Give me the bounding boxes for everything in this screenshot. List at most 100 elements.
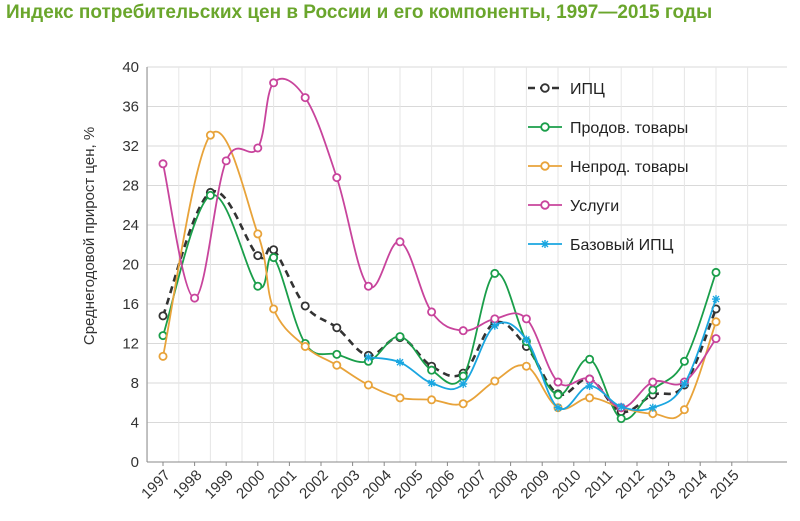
data-point — [679, 356, 689, 366]
data-point — [253, 281, 263, 291]
data-point — [158, 351, 168, 361]
x-tick-label: 2001 — [265, 467, 301, 503]
data-point — [711, 267, 721, 277]
y-tick-label: 24 — [122, 217, 139, 234]
series-5 — [364, 295, 720, 412]
x-tick-label: 2008 — [486, 467, 522, 503]
data-point — [300, 301, 310, 311]
legend-marker — [540, 161, 550, 171]
data-point — [300, 93, 310, 103]
data-point — [395, 332, 405, 342]
x-tick-label: 1997 — [138, 467, 174, 503]
data-point — [205, 130, 215, 140]
x-tick-label: 2003 — [328, 467, 364, 503]
data-point — [427, 379, 436, 387]
chart-title: Индекс потребительских цен в России и ег… — [6, 2, 713, 23]
data-point — [332, 323, 342, 333]
x-tick-label: 2002 — [296, 467, 332, 503]
data-point — [490, 321, 499, 330]
data-point — [269, 245, 279, 255]
data-point — [269, 304, 279, 314]
legend-label: ИПЦ — [570, 81, 605, 98]
y-tick-label: 12 — [122, 336, 139, 353]
data-point — [364, 353, 373, 362]
legend-label: Непрод. товары — [570, 159, 688, 176]
data-point — [585, 381, 594, 390]
data-point — [490, 376, 500, 386]
legend-label: Продов. товары — [570, 120, 688, 137]
data-point — [711, 317, 721, 327]
data-point — [363, 380, 373, 390]
data-point — [490, 314, 500, 324]
data-point — [458, 371, 468, 381]
data-point — [648, 385, 658, 395]
x-tick-label: 2009 — [517, 467, 553, 503]
data-point — [221, 156, 231, 166]
legend-marker — [540, 83, 550, 93]
x-tick-label: 1999 — [201, 467, 237, 503]
data-point — [616, 414, 626, 424]
y-tick-label: 20 — [122, 257, 139, 274]
data-point — [332, 173, 342, 183]
x-tick-label: 2015 — [707, 467, 743, 503]
legend-item: Базовый ИПЦ — [528, 237, 674, 254]
data-point — [395, 393, 405, 403]
data-point — [522, 335, 531, 344]
x-tick-label: 1998 — [170, 467, 206, 503]
data-point — [680, 379, 689, 388]
data-point — [585, 354, 595, 364]
series-2 — [158, 190, 721, 424]
data-point — [553, 377, 563, 387]
legend-label: Услуги — [570, 198, 619, 215]
legend-item: Непрод. товары — [528, 159, 688, 176]
data-point — [711, 334, 721, 344]
data-point — [300, 341, 310, 351]
legend-label: Базовый ИПЦ — [570, 237, 674, 254]
legend-item: Услуги — [528, 198, 619, 215]
x-tick-label: 2000 — [233, 467, 269, 503]
data-point — [396, 358, 404, 367]
x-tick-label: 2004 — [359, 467, 395, 503]
data-point — [490, 268, 500, 278]
data-point — [427, 307, 437, 317]
legend-marker — [540, 200, 550, 210]
data-point — [395, 237, 405, 247]
data-point — [617, 402, 626, 411]
y-tick-label: 0 — [131, 454, 139, 471]
x-tick-label: 2007 — [454, 467, 490, 503]
x-tick-label: 2011 — [581, 467, 616, 502]
x-tick-label: 2012 — [612, 467, 648, 503]
data-point — [253, 143, 263, 153]
x-tick-label: 2005 — [391, 467, 427, 503]
data-point — [427, 395, 437, 405]
data-point — [459, 379, 468, 388]
series-line — [161, 189, 718, 414]
data-point — [554, 403, 562, 412]
data-point — [190, 293, 200, 303]
y-tick-label: 4 — [131, 415, 139, 432]
data-point — [253, 251, 263, 261]
data-point — [458, 399, 468, 409]
x-tick-label: 2006 — [423, 467, 459, 503]
data-point — [585, 374, 595, 384]
data-point — [269, 78, 279, 88]
legend-item: Продов. товары — [528, 120, 688, 137]
x-tick-label: 2014 — [675, 467, 711, 503]
data-point — [585, 393, 595, 403]
data-point — [712, 295, 720, 304]
series-1 — [158, 187, 721, 417]
y-tick-label: 36 — [122, 99, 139, 116]
legend-marker — [540, 122, 550, 132]
y-tick-label: 16 — [122, 296, 139, 313]
data-point — [679, 405, 689, 415]
legend: ИПЦ Продов. товары Непрод. товары Услуги Баз… — [528, 81, 688, 254]
y-tick-label: 8 — [131, 375, 139, 392]
data-point — [648, 403, 657, 412]
data-point — [648, 377, 658, 387]
data-point — [253, 229, 263, 239]
data-point — [158, 159, 168, 169]
data-point — [205, 190, 215, 200]
data-point — [332, 349, 342, 359]
y-axis-title: Среднегодовой прирост цен, % — [81, 127, 98, 345]
